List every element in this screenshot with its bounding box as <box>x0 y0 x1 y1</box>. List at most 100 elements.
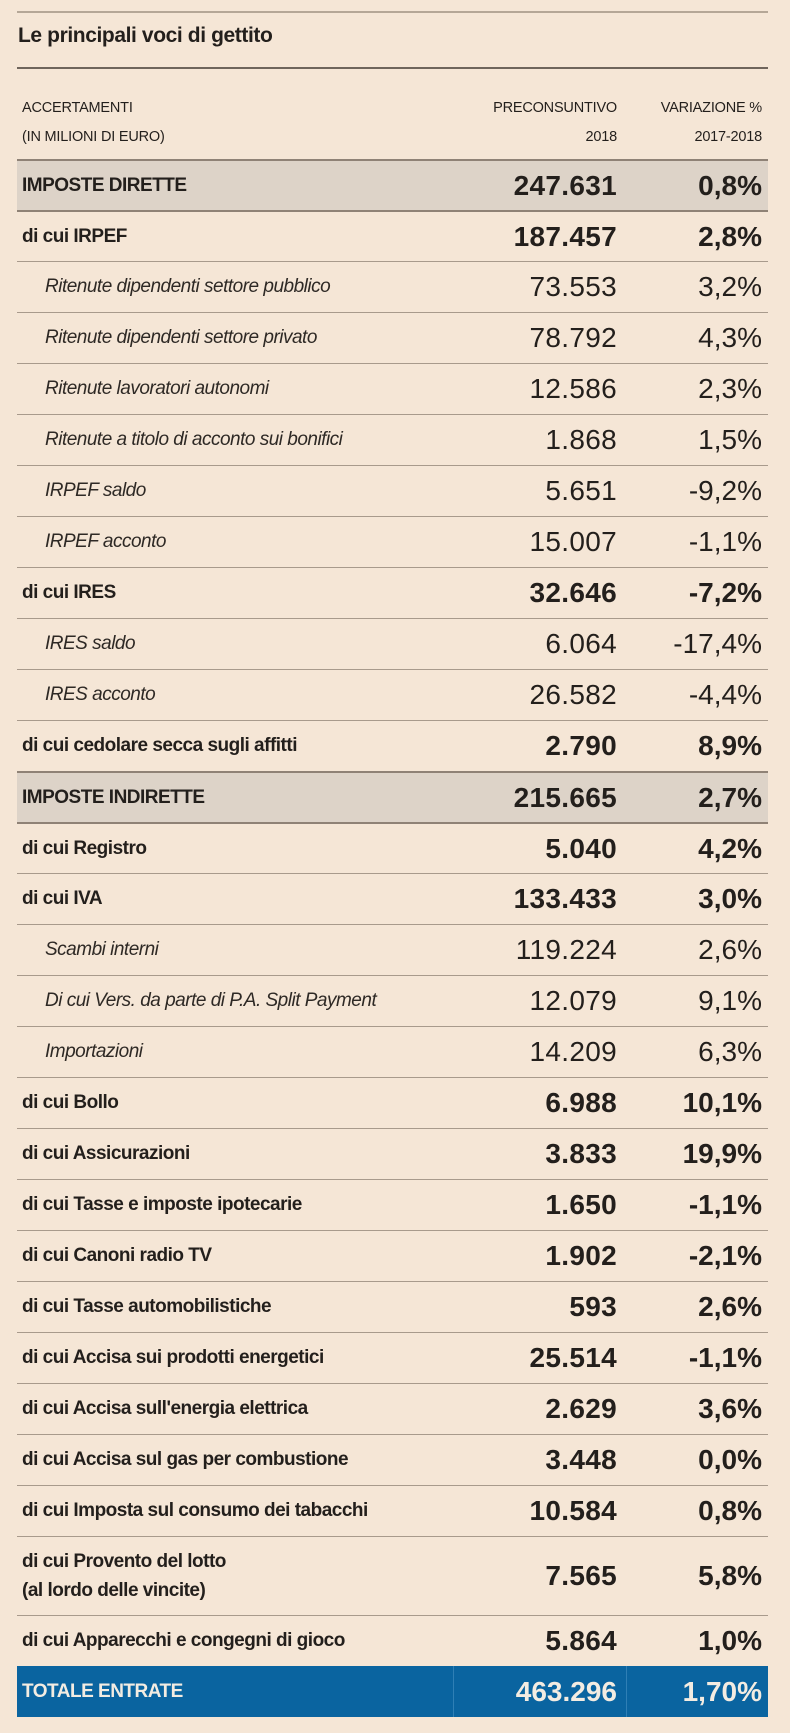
header-col3-line2: 2017-2018 <box>694 129 762 145</box>
sub-row: IRES acconto 26.582 -4,4% <box>17 669 768 720</box>
row-label: di cui IRES <box>22 582 116 603</box>
row-label: di cui Bollo <box>22 1092 119 1113</box>
row-pct: 3,2% <box>698 271 762 302</box>
table-row: di cui Canoni radio TV 1.902 -2,1% <box>17 1230 768 1281</box>
row-label: di cui cedolare secca sugli affitti <box>22 735 298 756</box>
sub-row: IRES saldo 6.064 -17,4% <box>17 618 768 669</box>
table-row: di cui IVA 133.433 3,0% <box>17 873 768 924</box>
table-row: di cui cedolare secca sugli affitti 2.790… <box>17 720 768 771</box>
row-value: 2.629 <box>545 1393 617 1424</box>
row-value: 12.079 <box>529 985 617 1016</box>
section-row: IMPOSTE DIRETTE 247.631 0,8% <box>17 159 768 210</box>
row-pct: -4,4% <box>688 679 762 710</box>
table-row: di cui Tasse e imposte ipotecarie 1.650 -1… <box>17 1179 768 1230</box>
table-row: di cui IRES 32.646 -7,2% <box>17 567 768 618</box>
row-label: IRPEF acconto <box>45 531 166 552</box>
total-divider-left <box>453 1666 454 1717</box>
table-title: Le principali voci di gettito <box>18 24 273 47</box>
table-row: di cui IRPEF 187.457 2,8% <box>17 210 768 261</box>
total-divider-right <box>626 1666 627 1717</box>
header-col2-line2: 2018 <box>585 129 618 145</box>
row-pct: 1,5% <box>698 424 762 455</box>
table-row: di cui Accisa sull'energia elettrica 2.62… <box>17 1383 768 1434</box>
row-label: Ritenute dipendenti settore privato <box>45 327 317 348</box>
table-row: di cui Assicurazioni 3.833 19,9% <box>17 1128 768 1179</box>
row-label: di cui Accisa sull'energia elettrica <box>22 1398 308 1419</box>
row-pct: 0,8% <box>698 169 762 201</box>
row-pct: 4,3% <box>698 322 762 353</box>
row-value: 3.833 <box>545 1138 617 1169</box>
row-value: 32.646 <box>529 577 617 608</box>
row-value: 15.007 <box>529 526 617 557</box>
row-value: 14.209 <box>529 1036 617 1067</box>
row-label: di cui IRPEF <box>22 225 127 247</box>
total-pct: 1,70% <box>682 1675 762 1707</box>
row-label: di cui Canoni radio TV <box>22 1245 212 1266</box>
row-label: di cui Tasse e imposte ipotecarie <box>22 1194 302 1215</box>
table-row: di cui Provento del lotto (al lordo delle… <box>17 1536 768 1615</box>
row-pct: 5,8% <box>698 1560 762 1591</box>
row-pct: 3,6% <box>698 1393 762 1424</box>
row-value: 7.565 <box>545 1560 617 1591</box>
row-label: IRES saldo <box>45 633 136 654</box>
row-value: 1.902 <box>545 1240 617 1271</box>
row-label: di cui Registro <box>22 837 147 859</box>
row-value: 2.790 <box>545 730 617 761</box>
row-value: 3.448 <box>545 1444 617 1475</box>
row-label: Scambi interni <box>45 939 159 960</box>
sub-row: IRPEF acconto 15.007 -1,1% <box>17 516 768 567</box>
row-pct: 10,1% <box>682 1087 762 1118</box>
row-value: 78.792 <box>529 322 617 353</box>
header-variazione: VARIAZIONE % 2017-2018 <box>661 94 762 152</box>
row-label: Ritenute a titolo di acconto sui bonific… <box>45 429 343 450</box>
row-value: 133.433 <box>513 883 617 914</box>
table-row: di cui Accisa sul gas per combustione 3.4… <box>17 1434 768 1485</box>
row-value: 119.224 <box>515 934 617 965</box>
sub-row: Ritenute dipendenti settore privato 78.79… <box>17 312 768 363</box>
row-label: di cui Tasse automobilistiche <box>22 1296 272 1317</box>
row-label: IRPEF saldo <box>45 480 146 501</box>
header-col3-line1: VARIAZIONE % <box>660 100 762 116</box>
row-pct: -9,2% <box>688 475 762 506</box>
row-pct: 3,0% <box>698 883 762 914</box>
row-value: 215.665 <box>513 781 617 813</box>
row-value: 26.582 <box>529 679 617 710</box>
row-pct: -7,2% <box>688 577 762 608</box>
row-pct: 1,0% <box>698 1625 762 1656</box>
table-row: di cui Registro 5.040 4,2% <box>17 822 768 873</box>
row-label: di cui IVA <box>22 888 103 909</box>
row-pct: 2,6% <box>698 934 762 965</box>
row-value: 247.631 <box>513 169 617 201</box>
row-value: 1.868 <box>545 424 617 455</box>
header-col1-line2: (IN MILIONI DI EURO) <box>22 129 165 145</box>
row-pct: -1,1% <box>688 526 762 557</box>
row-pct: -17,4% <box>673 628 762 659</box>
table-row: di cui Accisa sui prodotti energetici 25.… <box>17 1332 768 1383</box>
table-row: di cui Bollo 6.988 10,1% <box>17 1077 768 1128</box>
sub-row: IRPEF saldo 5.651 -9,2% <box>17 465 768 516</box>
row-label: Di cui Vers. da parte di P.A. Split Paym… <box>45 990 377 1011</box>
title-rule <box>17 67 768 69</box>
row-pct: -1,1% <box>688 1189 762 1220</box>
section-row: IMPOSTE INDIRETTE 215.665 2,7% <box>17 771 768 822</box>
table-row: di cui Apparecchi e congegni di gioco 5.8… <box>17 1615 768 1666</box>
row-value: 5.864 <box>545 1625 617 1656</box>
sub-row: Importazioni 14.209 6,3% <box>17 1026 768 1077</box>
row-pct: 2,3% <box>698 373 762 404</box>
row-label: Importazioni <box>45 1041 143 1062</box>
row-label: IMPOSTE DIRETTE <box>22 174 187 196</box>
sub-row: Scambi interni 119.224 2,6% <box>17 924 768 975</box>
row-label: di cui Provento del lotto (al lordo delle… <box>22 1547 226 1605</box>
row-pct: 2,6% <box>698 1291 762 1322</box>
row-value: 1.650 <box>545 1189 617 1220</box>
total-label: TOTALE ENTRATE <box>22 1680 183 1702</box>
row-pct: 2,8% <box>698 220 762 252</box>
row-pct: 0,8% <box>698 1495 762 1526</box>
row-pct: -1,1% <box>688 1342 762 1373</box>
row-pct: 6,3% <box>698 1036 762 1067</box>
row-label: di cui Imposta sul consumo dei tabacchi <box>22 1500 368 1521</box>
row-value: 25.514 <box>529 1342 617 1373</box>
row-value: 6.988 <box>545 1087 617 1118</box>
row-value: 12.586 <box>529 373 617 404</box>
row-pct: -2,1% <box>688 1240 762 1271</box>
